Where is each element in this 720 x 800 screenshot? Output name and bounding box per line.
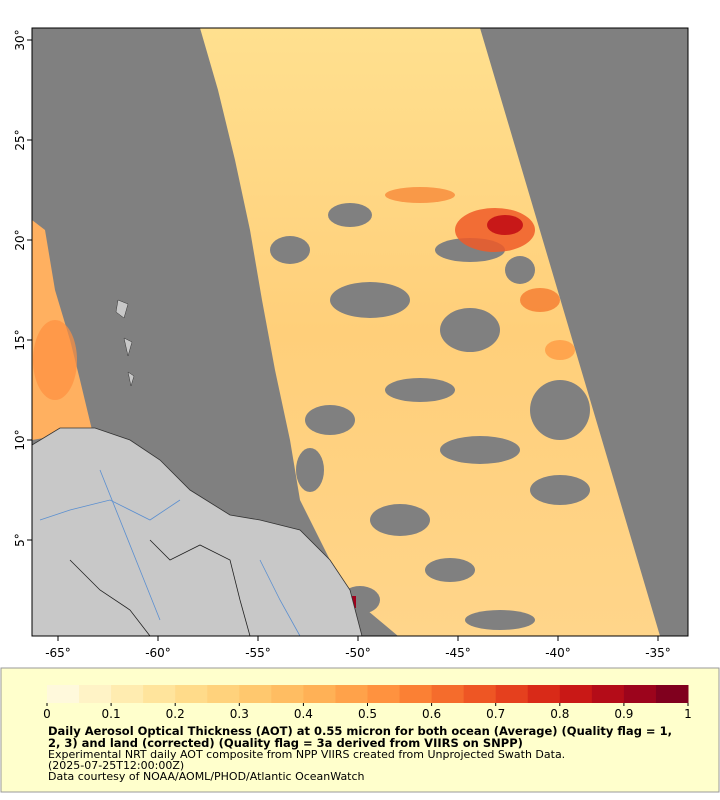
cloud-gaps [270, 203, 590, 630]
caption-line: Experimental NRT daily AOT composite fro… [48, 748, 565, 761]
colorbar-step [623, 685, 657, 703]
colorbar-step [367, 685, 401, 703]
caption-title: Daily Aerosol Optical Thickness (AOT) at… [48, 724, 672, 738]
colorbar-step [591, 685, 625, 703]
y-tick-label: 20° [13, 229, 27, 250]
x-tick-label: -40° [545, 646, 571, 660]
colorbar: 0 0.1 0.2 0.3 0.4 0.5 0.6 0.7 0.8 0.9 1 [43, 685, 692, 721]
high-aot [33, 187, 575, 608]
y-tick-label: 15° [13, 329, 27, 350]
x-tick-label: -50° [345, 646, 371, 660]
caption-line: (2025-07-25T12:00:00Z) [48, 759, 184, 772]
colorbar-tick-label: 0.3 [230, 707, 249, 721]
x-tick-label: -55° [245, 646, 271, 660]
colorbar-tick-label: 1 [684, 707, 692, 721]
colorbar-step [655, 685, 689, 703]
colorbar-step [463, 685, 497, 703]
x-tick-label: -65° [45, 646, 71, 660]
colorbar-step [527, 685, 561, 703]
colorbar-step [207, 685, 240, 703]
colorbar-tick-label: 0.8 [550, 707, 569, 721]
map-frame [31, 27, 689, 637]
colorbar-tick-label: 0.7 [486, 707, 505, 721]
y-tick-label: 25° [13, 129, 27, 150]
colorbar-tick-label: 0.9 [614, 707, 633, 721]
x-tick-label: -60° [145, 646, 171, 660]
colorbar-step [431, 685, 465, 703]
colorbar-step [559, 685, 593, 703]
x-tick-label: -45° [445, 646, 471, 660]
colorbar-step [47, 685, 80, 703]
colorbar-step [399, 685, 433, 703]
caption-title: 2, 3) and land (corrected) (Quality flag… [48, 736, 523, 750]
colorbar-step [271, 685, 304, 703]
colorbar-step [143, 685, 176, 703]
land [32, 299, 363, 636]
colorbar-tick-label: 0.1 [102, 707, 121, 721]
colorbar-tick-label: 0 [43, 707, 51, 721]
colorbar-step [111, 685, 144, 703]
colorbar-step [239, 685, 272, 703]
y-tick-label: 10° [13, 429, 27, 450]
caption-line: Data courtesy of NOAA/AOML/PHOD/Atlantic… [48, 770, 365, 783]
axes: -65° -60° -55° -50° -45° -40° -35° 5° 10° 15° 20° 2… [13, 29, 671, 660]
colorbar-tick-label: 0.2 [166, 707, 185, 721]
colorbar-tick-label: 0.6 [422, 707, 441, 721]
x-tick-label: -35° [645, 646, 671, 660]
y-tick-label: 5° [13, 533, 27, 547]
colorbar-step [303, 685, 336, 703]
colorbar-step [335, 685, 368, 703]
colorbar-step [79, 685, 112, 703]
colorbar-step [175, 685, 208, 703]
map-image [32, 28, 688, 636]
colorbar-step [495, 685, 529, 703]
colorbar-tick-label: 0.5 [358, 707, 377, 721]
colorbar-tick-label: 0.4 [294, 707, 313, 721]
y-tick-label: 30° [13, 29, 27, 50]
